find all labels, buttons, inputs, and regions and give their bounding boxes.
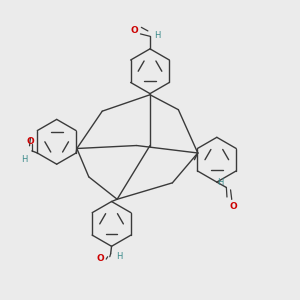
Text: O: O <box>97 254 104 263</box>
Text: H: H <box>21 155 28 164</box>
Text: H: H <box>218 178 224 187</box>
Text: H: H <box>154 31 161 40</box>
Text: O: O <box>230 202 237 211</box>
Text: O: O <box>130 26 138 35</box>
Text: H: H <box>116 252 122 261</box>
Text: O: O <box>26 137 34 146</box>
